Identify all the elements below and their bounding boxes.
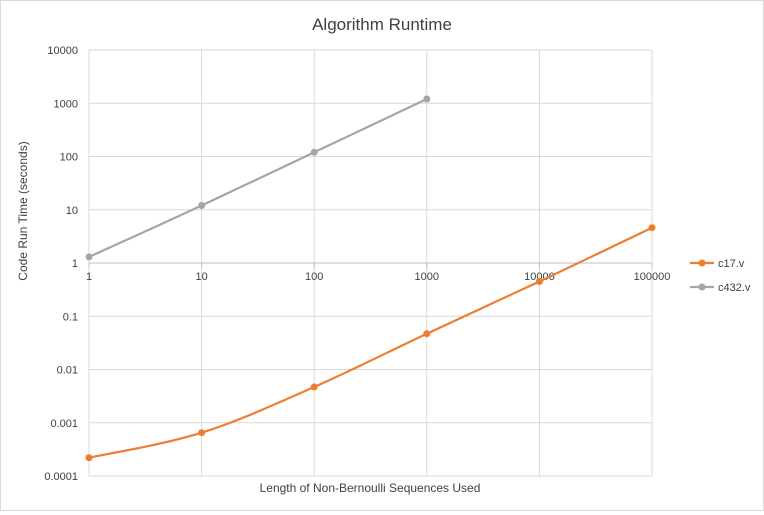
data-point xyxy=(423,95,431,103)
x-tick-label: 10 xyxy=(195,271,207,283)
x-tick-label: 10000 xyxy=(524,271,555,283)
x-axis-title: Length of Non-Bernoulli Sequences Used xyxy=(260,481,481,495)
data-point xyxy=(310,383,318,391)
x-tick-label: 1000 xyxy=(415,271,439,283)
y-tick-label: 0.01 xyxy=(57,365,78,377)
data-point xyxy=(85,454,93,462)
series-line-c432-v xyxy=(88,98,428,258)
y-tick-label: 10000 xyxy=(47,45,78,57)
y-tick-label: 0.0001 xyxy=(44,471,78,483)
legend-item-c17-v: c17.v xyxy=(690,258,745,270)
legend-swatch-marker xyxy=(698,259,706,267)
legend-label: c432.v xyxy=(718,282,751,294)
y-tick-label: 100 xyxy=(60,152,78,164)
data-point xyxy=(198,202,206,210)
data-point xyxy=(85,253,93,261)
y-tick-label: 1 xyxy=(72,258,78,270)
series-line-c17-v xyxy=(88,226,653,459)
tick-layer: 10000 1000 100 10 1 0.1 0.01 0.001 0.0001 1 10 100 1… xyxy=(44,45,670,483)
y-axis-title: Code Run Time (seconds) xyxy=(16,141,30,280)
legend-swatch-marker xyxy=(698,283,706,291)
y-tick-label: 0.001 xyxy=(50,418,78,430)
x-tick-label: 100000 xyxy=(634,271,671,283)
x-tick-label: 100 xyxy=(305,271,323,283)
legend-label: c17.v xyxy=(718,258,745,270)
legend-item-c432-v: c432.v xyxy=(690,282,751,294)
grid-layer xyxy=(88,49,653,477)
x-tick-label: 1 xyxy=(86,271,92,283)
series-layer xyxy=(85,95,656,462)
data-point xyxy=(648,224,656,232)
legend: c17.v c432.v xyxy=(690,258,751,294)
y-tick-label: 0.1 xyxy=(63,311,78,323)
chart-title: Algorithm Runtime xyxy=(312,15,452,34)
data-point xyxy=(423,330,431,338)
series-c432-v xyxy=(85,95,431,261)
y-tick-label: 1000 xyxy=(54,98,78,110)
data-point xyxy=(198,429,206,437)
data-point xyxy=(310,148,318,156)
data-point xyxy=(535,277,543,285)
series-c17-v xyxy=(85,224,656,462)
y-tick-label: 10 xyxy=(66,205,78,217)
